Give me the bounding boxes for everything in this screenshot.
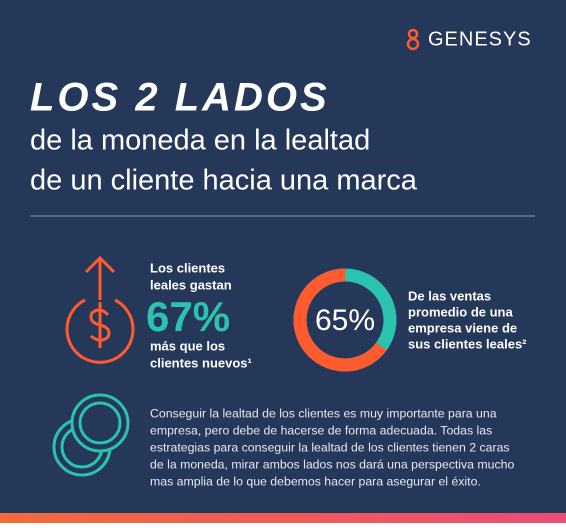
donut: [293, 268, 397, 372]
subtitle: de la moneda en la lealtad: [30, 125, 370, 157]
paragraph: empresa, pero debe de hacerse de forma a…: [150, 423, 492, 437]
stat-figure: 67%: [146, 293, 230, 340]
stat-text: clientes nuevos¹: [150, 355, 252, 370]
donut-caption: empresa viene de: [408, 320, 517, 335]
money-icon: [65, 255, 135, 364]
stat-text: leales gastan: [150, 277, 232, 292]
paragraph: estrategias para conseguir la lealtad de…: [150, 440, 510, 454]
stat-text: más que los: [150, 338, 225, 353]
bottom-strip: [0, 513, 566, 523]
paragraph: Conseguir la lealtad de los clientes es …: [150, 406, 497, 420]
logo: GENESYS: [428, 28, 532, 50]
donut-caption: promedio de una: [408, 304, 514, 319]
donut-caption: De las ventas: [408, 288, 491, 303]
stat-text: Los clientes: [150, 260, 225, 275]
donut-caption: sus clientes leales²: [408, 336, 527, 351]
paragraph: mas amplia de lo que debemos hacer para …: [150, 474, 481, 488]
title: LOS 2 LADOS: [30, 76, 330, 120]
paragraph: de la moneda, mirar ambos lados nos dará…: [150, 457, 514, 471]
coins-icon: [52, 393, 130, 477]
logo-icon: [406, 28, 420, 51]
subtitle: de un cliente hacia una marca: [30, 165, 418, 197]
donut-arc: [293, 268, 397, 372]
donut-label: 65%: [315, 304, 375, 337]
